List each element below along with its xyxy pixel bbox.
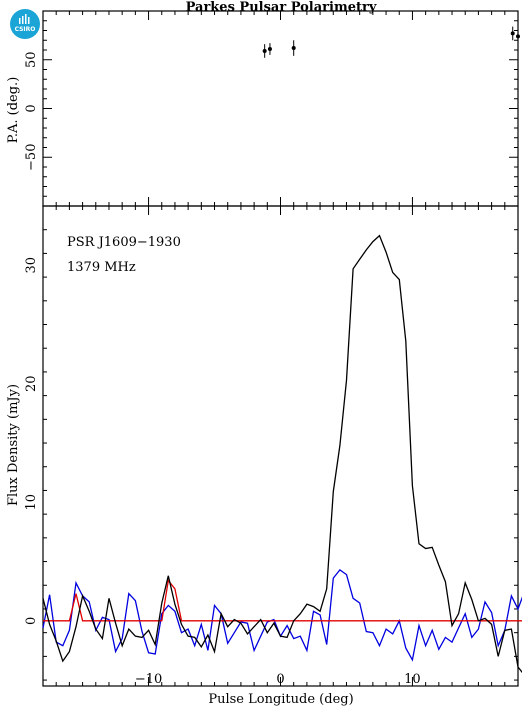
pa-point <box>291 46 296 51</box>
pa-y-tick-label: 50 <box>24 51 39 68</box>
csiro-logo: CSIRO <box>10 9 40 39</box>
flux-y-axis-label: Flux Density (mJy) <box>6 384 21 506</box>
series-circular <box>42 569 522 662</box>
flux-y-tick-label: 20 <box>24 376 39 393</box>
pa-point <box>516 34 520 39</box>
pa-points <box>262 26 520 58</box>
pa-point <box>267 47 272 52</box>
pa-point <box>510 31 515 36</box>
frequency-label: 1379 MHz <box>67 260 136 275</box>
axis-tick-labels: −10 0 10 50 0 −50 0 10 20 30 <box>24 51 421 687</box>
flux-panel-frame <box>42 205 519 687</box>
logo-bars-icon <box>19 14 30 24</box>
pa-y-tick-label: −50 <box>24 144 39 171</box>
x-axis-label: Pulse Longitude (deg) <box>208 692 353 707</box>
pa-y-tick-label: 0 <box>24 104 39 112</box>
axes-ticks <box>42 11 519 686</box>
pa-y-axis-label: P.A. (deg.) <box>6 77 21 144</box>
logo-text: CSIRO <box>14 26 36 33</box>
pulsar-name-label: PSR J1609−1930 <box>67 235 181 250</box>
x-tick-label: −10 <box>135 672 162 687</box>
flux-y-tick-label: 10 <box>24 494 39 511</box>
profile-series <box>42 234 522 674</box>
flux-y-tick-label: 0 <box>24 617 39 625</box>
flux-y-tick-label: 30 <box>24 257 39 274</box>
x-tick-label: 0 <box>276 672 284 687</box>
pa-panel-frame <box>42 10 519 207</box>
pa-point <box>262 48 267 53</box>
series-total <box>42 234 522 674</box>
x-tick-label: 10 <box>404 672 421 687</box>
series-linear <box>43 578 522 622</box>
